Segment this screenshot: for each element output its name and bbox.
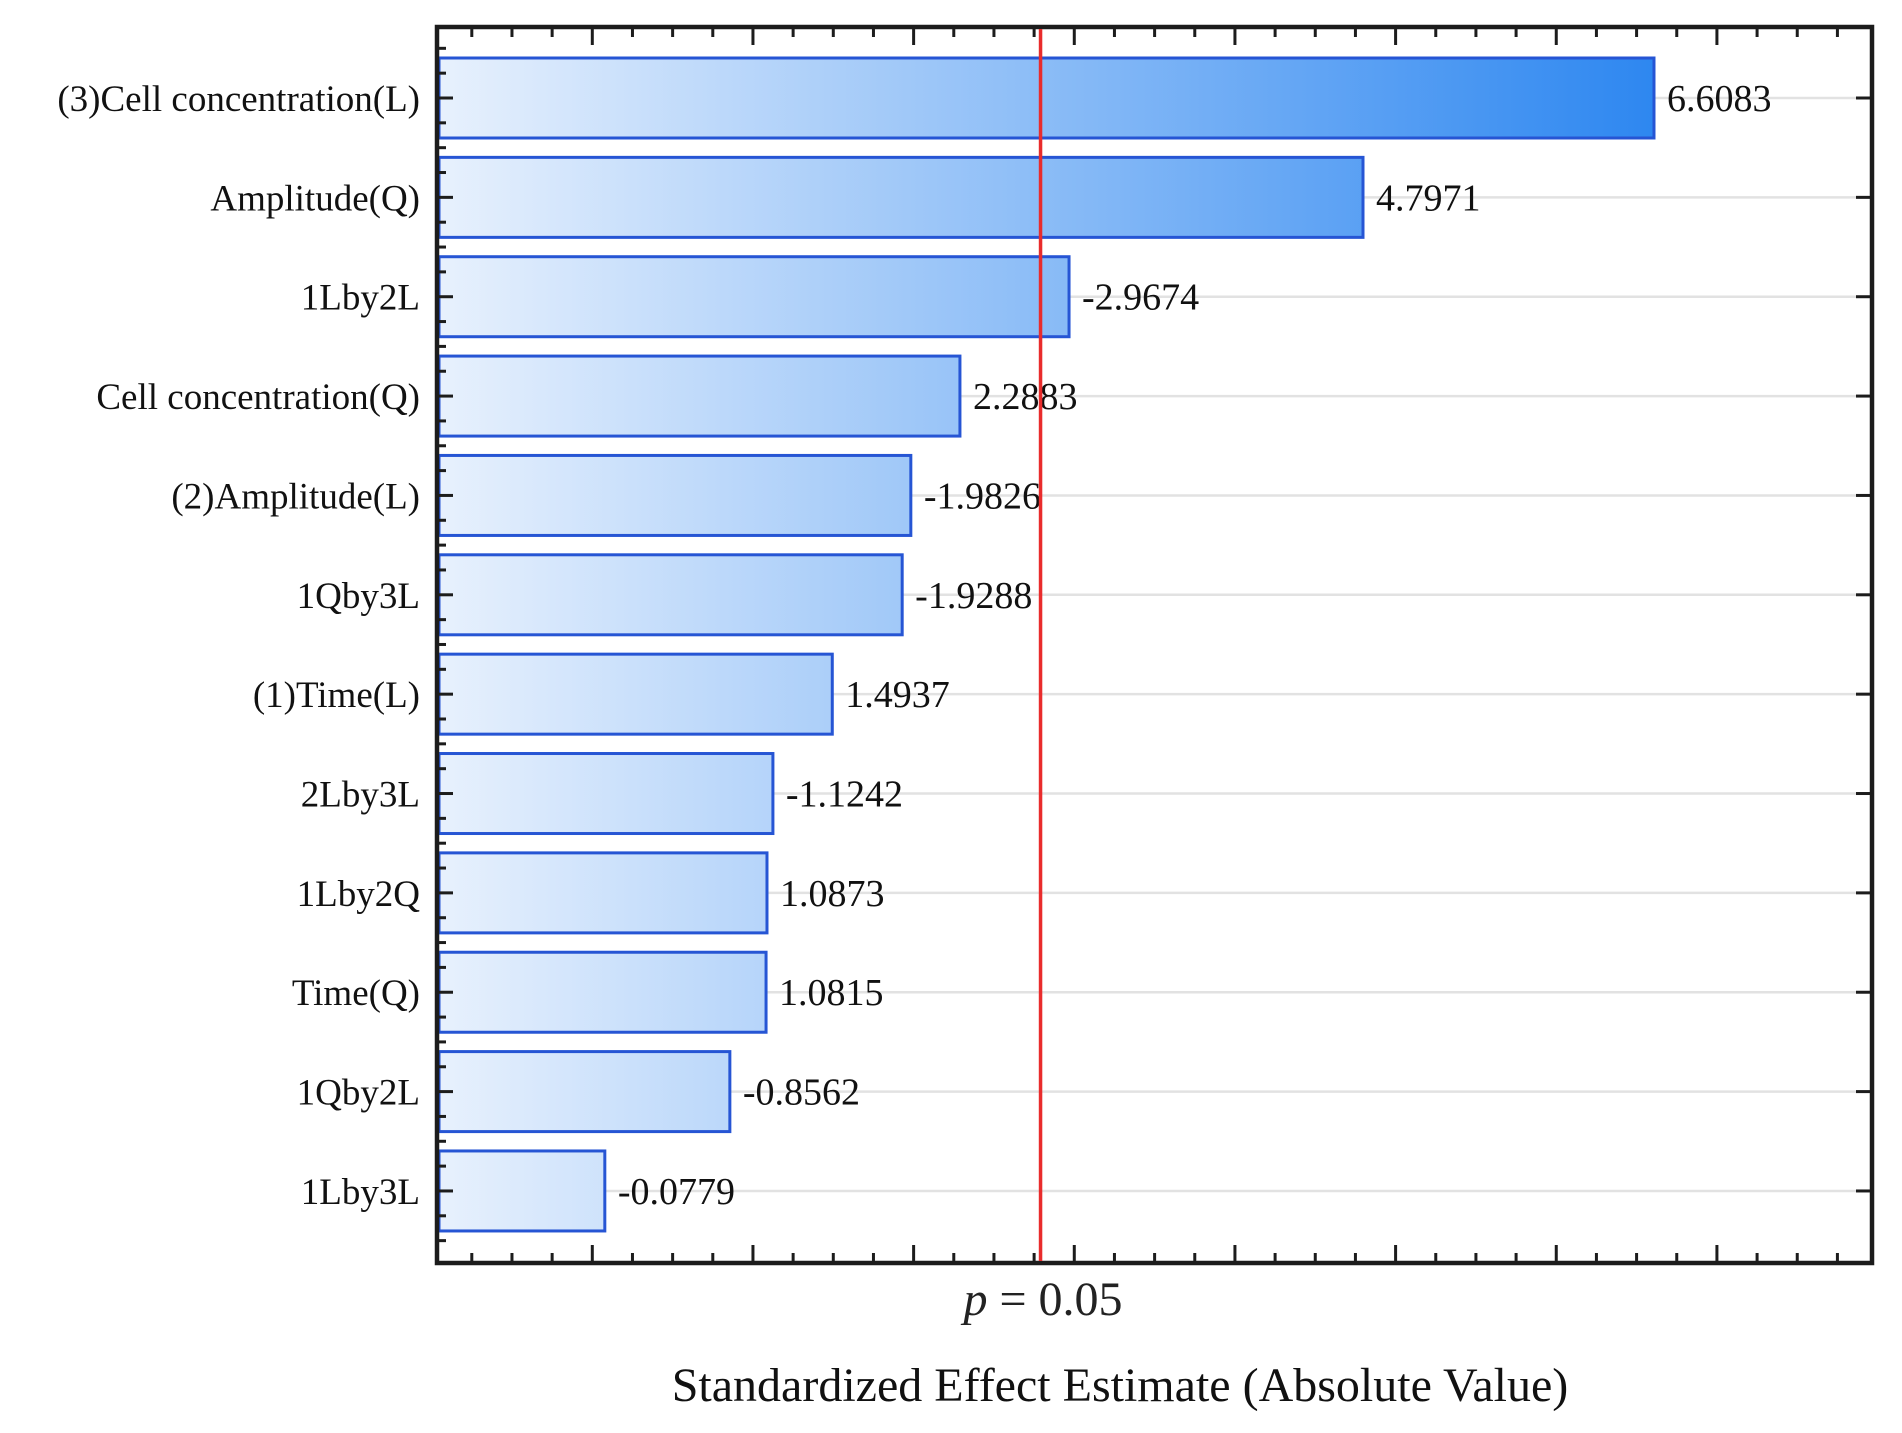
bar-value-label: -1.9288 <box>915 575 1032 617</box>
bar <box>437 851 769 935</box>
bar <box>437 255 1071 339</box>
bar-value-label: -1.1242 <box>786 774 903 816</box>
bar-value-label: -0.0779 <box>618 1171 735 1213</box>
significance-p-value: = 0.05 <box>987 1273 1123 1326</box>
category-label: 1Lby2Q <box>297 874 421 915</box>
category-label: 1Qby2L <box>297 1073 420 1114</box>
significance-p-symbol: p <box>963 1273 988 1326</box>
bar <box>437 56 1656 140</box>
bar <box>437 752 775 836</box>
category-label: (2)Amplitude(L) <box>171 476 420 517</box>
category-label: (1)Time(L) <box>253 675 420 716</box>
bar-value-label: 1.0873 <box>780 873 885 915</box>
bar-value-label: -1.9826 <box>924 475 1041 517</box>
bar <box>437 950 768 1034</box>
bar-value-label: 1.4937 <box>845 674 950 716</box>
category-label: 1Lby2L <box>301 278 420 319</box>
bar <box>437 1050 732 1134</box>
category-label: 2Lby3L <box>301 775 420 816</box>
significance-line-label: p = 0.05 <box>843 1272 1243 1327</box>
bar-value-label: -0.8562 <box>743 1072 860 1114</box>
x-axis-title: Standardized Effect Estimate (Absolute V… <box>671 1359 1569 1412</box>
category-label: (3)Cell concentration(L) <box>57 79 420 120</box>
bar <box>437 652 834 736</box>
bar <box>437 553 904 637</box>
bar-value-label: -2.9674 <box>1082 277 1199 319</box>
bar <box>437 155 1365 239</box>
bar-value-label: 1.0815 <box>779 972 884 1014</box>
bar-value-label: 2.2883 <box>973 376 1077 418</box>
category-label: 1Lby3L <box>301 1172 420 1213</box>
category-label: Amplitude(Q) <box>210 178 420 219</box>
category-label: 1Qby3L <box>297 576 420 617</box>
plot-frame <box>434 24 1875 1266</box>
bar-value-label: 6.6083 <box>1667 78 1772 120</box>
bar <box>437 453 913 537</box>
bar <box>437 354 962 438</box>
bar-value-label: 4.7971 <box>1376 177 1481 219</box>
category-label: Cell concentration(Q) <box>96 377 420 418</box>
bar <box>437 1149 607 1233</box>
category-label: Time(Q) <box>292 973 420 1014</box>
